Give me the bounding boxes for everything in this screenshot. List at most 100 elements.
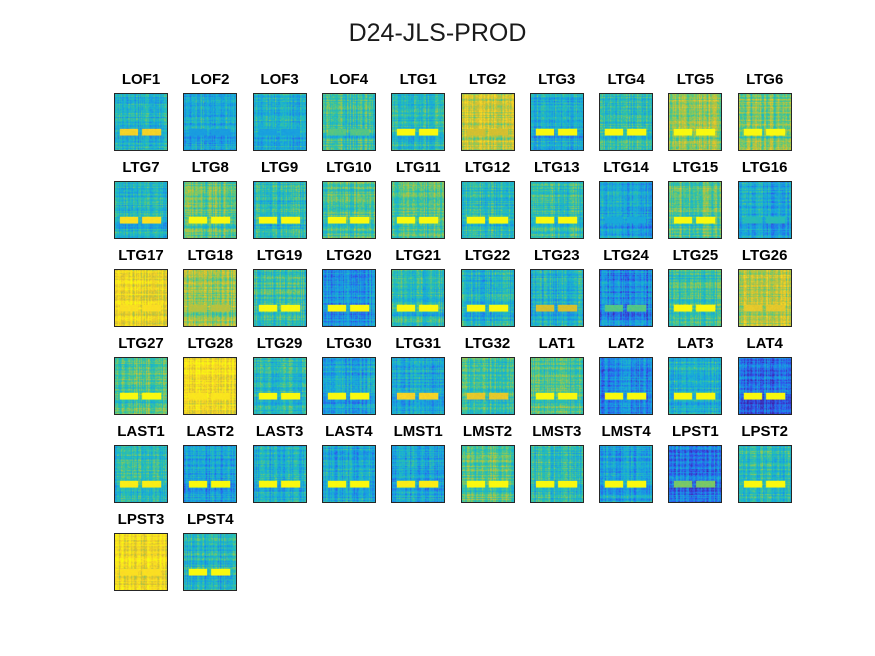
heatmap-cell-image <box>737 357 792 415</box>
panel-label: LTG8 <box>191 159 229 176</box>
panel-label: LTG1 <box>399 71 437 88</box>
heatmap-panel-ltg25: LTG25 <box>668 247 723 327</box>
heatmap-cell-image <box>252 445 307 503</box>
heatmap-cell-image <box>391 93 446 151</box>
heatmap-panel-ltg23: LTG23 <box>529 247 584 327</box>
heatmap-cell-image <box>599 181 654 239</box>
heatmap-cell-image <box>252 357 307 415</box>
heatmap-panel-lof4: LOF4 <box>321 71 376 151</box>
heatmap-panel-lmst4: LMST4 <box>599 423 654 503</box>
heatmap-panel-ltg32: LTG32 <box>460 335 515 415</box>
heatmap-cell-image <box>391 357 446 415</box>
heatmap-cell-image <box>599 357 654 415</box>
heatmap-panel-ltg17: LTG17 <box>114 247 168 327</box>
panel-label: LAST2 <box>186 423 235 440</box>
panel-label: LTG14 <box>603 159 649 176</box>
heatmap-cell-image <box>668 269 723 327</box>
heatmap-panel-ltg14: LTG14 <box>599 159 654 239</box>
heatmap-cell-image <box>737 93 792 151</box>
heatmap-panel-lpst4: LPST4 <box>183 511 238 591</box>
heatmap-cell-image <box>460 269 515 327</box>
heatmap-cell-image <box>529 269 584 327</box>
heatmap-panel-ltg15: LTG15 <box>668 159 723 239</box>
panel-label: LOF4 <box>329 71 369 88</box>
heatmap-panel-ltg4: LTG4 <box>599 71 654 151</box>
heatmap-cell-image <box>460 93 515 151</box>
heatmap-panel-ltg27: LTG27 <box>114 335 168 415</box>
heatmap-panel-ltg31: LTG31 <box>391 335 446 415</box>
heatmap-panel-lat1: LAT1 <box>529 335 584 415</box>
panel-label: LTG30 <box>326 335 372 352</box>
heatmap-panel-ltg18: LTG18 <box>183 247 238 327</box>
heatmap-cell-image <box>599 269 654 327</box>
heatmap-panel-ltg30: LTG30 <box>321 335 376 415</box>
panel-label: LTG4 <box>607 71 645 88</box>
panel-label: LTG23 <box>534 247 580 264</box>
heatmap-panel-last3: LAST3 <box>252 423 307 503</box>
panel-label: LTG19 <box>256 247 303 264</box>
heatmap-panel-last1: LAST1 <box>114 423 168 503</box>
panel-label: LTG5 <box>676 71 714 88</box>
panel-label: LTG31 <box>395 335 441 352</box>
panel-label: LTG24 <box>603 247 649 264</box>
heatmap-cell-image <box>460 357 515 415</box>
heatmap-panel-lpst1: LPST1 <box>668 423 723 503</box>
heatmap-cell-image <box>183 445 238 503</box>
heatmap-panel-ltg6: LTG6 <box>737 71 792 151</box>
heatmap-cell-image <box>321 357 376 415</box>
heatmap-cell-image <box>114 93 168 151</box>
heatmap-cell-image <box>391 445 446 503</box>
heatmap-cell-image <box>668 181 723 239</box>
panel-label: LTG3 <box>538 71 576 88</box>
panel-label: LAST1 <box>117 423 165 440</box>
heatmap-cell-image <box>737 445 792 503</box>
heatmap-panel-ltg22: LTG22 <box>460 247 515 327</box>
heatmap-cell-image <box>321 181 376 239</box>
panel-label: LTG13 <box>534 159 580 176</box>
heatmap-panel-lmst3: LMST3 <box>529 423 584 503</box>
panel-label: LPST1 <box>672 423 719 440</box>
heatmap-cell-image <box>114 357 168 415</box>
heatmap-cell-image <box>668 445 723 503</box>
heatmap-cell-image <box>252 93 307 151</box>
heatmap-cell-image <box>460 445 515 503</box>
panel-label: LMST4 <box>601 423 651 440</box>
heatmap-panel-lof3: LOF3 <box>252 71 307 151</box>
heatmap-cell-image <box>599 93 654 151</box>
heatmap-panel-ltg28: LTG28 <box>183 335 238 415</box>
heatmap-panel-ltg8: LTG8 <box>183 159 238 239</box>
heatmap-cell-image <box>114 269 168 327</box>
panel-label: LTG22 <box>464 247 511 264</box>
heatmap-panel-ltg20: LTG20 <box>321 247 376 327</box>
panel-label: LOF3 <box>260 71 299 88</box>
panel-label: LTG15 <box>672 159 719 176</box>
panel-label: LMST2 <box>462 423 513 440</box>
heatmap-cell-image <box>529 93 584 151</box>
heatmap-cell-image <box>114 181 168 239</box>
panel-label: LAT1 <box>538 335 575 352</box>
panel-label: LTG16 <box>741 159 788 176</box>
heatmap-cell-image <box>114 533 168 591</box>
heatmap-panel-lat4: LAT4 <box>737 335 792 415</box>
heatmap-panel-ltg10: LTG10 <box>321 159 376 239</box>
heatmap-panel-ltg16: LTG16 <box>737 159 792 239</box>
heatmap-panel-ltg3: LTG3 <box>529 71 584 151</box>
heatmap-panel-last2: LAST2 <box>183 423 238 503</box>
heatmap-panel-ltg29: LTG29 <box>252 335 307 415</box>
heatmap-cell-image <box>252 269 307 327</box>
panel-label: LTG18 <box>187 247 234 264</box>
panel-label: LOF2 <box>191 71 230 88</box>
heatmap-panel-ltg24: LTG24 <box>599 247 654 327</box>
heatmap-panel-lmst1: LMST1 <box>391 423 446 503</box>
heatmap-cell-image <box>183 533 238 591</box>
heatmap-cell-image <box>529 181 584 239</box>
panel-label: LTG7 <box>122 159 160 176</box>
heatmap-cell-image <box>183 357 238 415</box>
heatmap-panel-ltg21: LTG21 <box>391 247 446 327</box>
heatmap-cell-image <box>599 445 654 503</box>
panel-label: LTG26 <box>741 247 788 264</box>
panel-label: LTG20 <box>326 247 372 264</box>
panel-label: LTG32 <box>464 335 511 352</box>
heatmap-panel-ltg13: LTG13 <box>529 159 584 239</box>
heatmap-cell-image <box>183 93 238 151</box>
